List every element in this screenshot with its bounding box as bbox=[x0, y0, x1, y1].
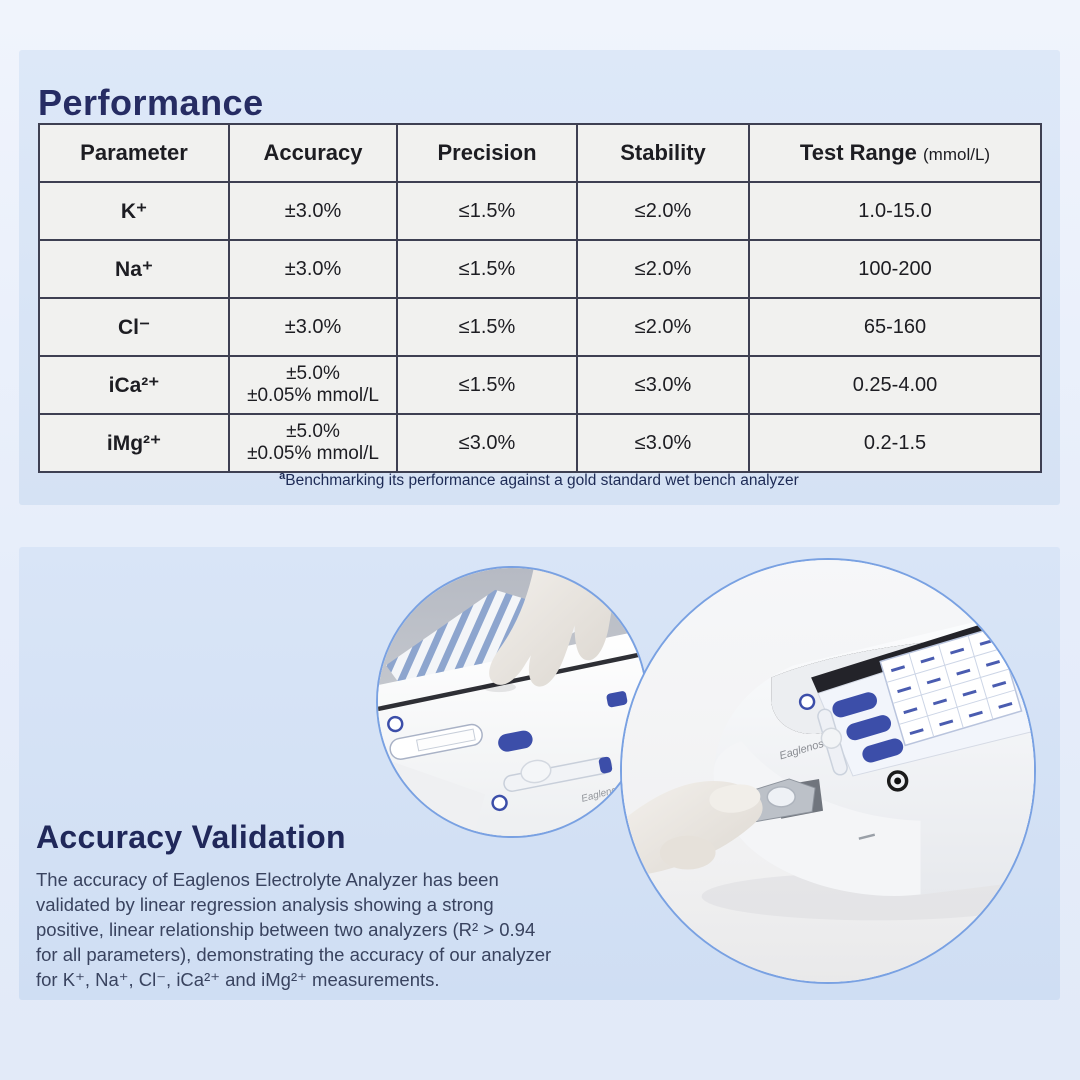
cell-range: 100-200 bbox=[748, 239, 1042, 299]
table-row: K⁺ ±3.0% ≤1.5% ≤2.0% 1.0-15.0 bbox=[38, 181, 1042, 241]
table-row: iCa²⁺ ±5.0% ±0.05% mmol/L ≤1.5% ≤3.0% 0.… bbox=[38, 355, 1042, 415]
cell-stability: ≤3.0% bbox=[576, 355, 750, 415]
col-header-stability: Stability bbox=[576, 123, 750, 183]
screen-button bbox=[832, 692, 878, 718]
footnote-marker: a bbox=[279, 470, 286, 482]
cell-range: 0.25-4.00 bbox=[748, 355, 1042, 415]
cell-precision: ≤1.5% bbox=[396, 239, 578, 299]
cell-parameter: Na⁺ bbox=[38, 239, 230, 299]
screen-icon bbox=[798, 693, 816, 711]
screen-ui-widgets: Eaglenos bbox=[387, 691, 628, 812]
screen-icon bbox=[491, 794, 508, 812]
col-header-test-range: Test Range (mmol/L) bbox=[748, 123, 1042, 183]
power-port-center bbox=[894, 777, 902, 785]
glove-thumb bbox=[709, 784, 761, 813]
test-range-unit: (mmol/L) bbox=[923, 145, 991, 164]
cell-stability: ≤2.0% bbox=[576, 239, 750, 299]
cell-precision: ≤1.5% bbox=[396, 297, 578, 357]
cell-accuracy: ±5.0% ±0.05% mmol/L bbox=[228, 355, 398, 415]
analyzer-photo-circle: Eaglenos bbox=[620, 558, 1036, 984]
cell-parameter: K⁺ bbox=[38, 181, 230, 241]
accuracy-validation-body: The accuracy of Eaglenos Electrolyte Ana… bbox=[36, 868, 552, 990]
cell-parameter: iMg²⁺ bbox=[38, 413, 230, 473]
footnote-text: Benchmarking its performance against a g… bbox=[285, 472, 799, 490]
screen-button bbox=[862, 738, 904, 763]
power-port-icon bbox=[886, 770, 909, 792]
screen-button bbox=[606, 691, 628, 708]
front-face bbox=[713, 741, 921, 896]
cell-range: 1.0-15.0 bbox=[748, 181, 1042, 241]
col-header-accuracy: Accuracy bbox=[228, 123, 398, 183]
sample-window bbox=[416, 728, 476, 752]
result-values bbox=[890, 638, 1013, 736]
cell-parameter: Cl⁻ bbox=[38, 297, 230, 357]
performance-table: Parameter Accuracy Precision Stability T… bbox=[38, 123, 1042, 473]
col-header-precision: Precision bbox=[396, 123, 578, 183]
screen-button bbox=[498, 730, 533, 752]
cell-accuracy: ±3.0% bbox=[228, 297, 398, 357]
table-row: Na⁺ ±3.0% ≤1.5% ≤2.0% 100-200 bbox=[38, 239, 1042, 299]
benchmark-footnote: aBenchmarking its performance against a … bbox=[38, 470, 1040, 490]
accuracy-validation-panel: Eaglenos bbox=[19, 547, 1060, 1000]
cell-stability: ≤2.0% bbox=[576, 181, 750, 241]
analyzer-photo-illustration: Eaglenos bbox=[622, 560, 1034, 982]
cell-accuracy: ±5.0% ±0.05% mmol/L bbox=[228, 413, 398, 473]
cell-precision: ≤1.5% bbox=[396, 181, 578, 241]
table-header-row: Parameter Accuracy Precision Stability T… bbox=[38, 123, 1042, 183]
table-row: Cl⁻ ±3.0% ≤1.5% ≤2.0% 65-160 bbox=[38, 297, 1042, 357]
grid-lines bbox=[886, 635, 1016, 738]
touchscreen-photo-illustration: Eaglenos bbox=[378, 568, 646, 836]
touchscreen-photo-circle: Eaglenos bbox=[376, 566, 648, 838]
cell-accuracy: ±3.0% bbox=[228, 239, 398, 299]
cell-precision: ≤3.0% bbox=[396, 413, 578, 473]
performance-panel: Performance Parameter Accuracy Precision… bbox=[19, 50, 1060, 505]
cell-stability: ≤2.0% bbox=[576, 297, 750, 357]
test-range-label: Test Range bbox=[799, 140, 917, 165]
cell-precision: ≤1.5% bbox=[396, 355, 578, 415]
cartridge-dome bbox=[766, 786, 796, 808]
table-row: iMg²⁺ ±5.0% ±0.05% mmol/L ≤3.0% ≤3.0% 0.… bbox=[38, 413, 1042, 473]
gloved-finger bbox=[489, 568, 618, 687]
cell-accuracy: ±3.0% bbox=[228, 181, 398, 241]
screen-bezel-line bbox=[378, 651, 646, 712]
cell-range: 65-160 bbox=[748, 297, 1042, 357]
slider-knob bbox=[820, 727, 843, 749]
screen-icon bbox=[387, 715, 404, 733]
vent-slot bbox=[858, 833, 876, 840]
fingertip-shadow bbox=[482, 682, 516, 693]
screen-button bbox=[846, 715, 892, 741]
slider-end-button bbox=[598, 756, 613, 774]
cell-parameter: iCa²⁺ bbox=[38, 355, 230, 415]
glove-knuckles bbox=[659, 835, 716, 870]
col-header-parameter: Parameter bbox=[38, 123, 230, 183]
slider-bubble bbox=[520, 759, 552, 784]
performance-title: Performance bbox=[38, 82, 264, 124]
cell-range: 0.2-1.5 bbox=[748, 413, 1042, 473]
accuracy-validation-title: Accuracy Validation bbox=[36, 818, 346, 855]
cell-stability: ≤3.0% bbox=[576, 413, 750, 473]
